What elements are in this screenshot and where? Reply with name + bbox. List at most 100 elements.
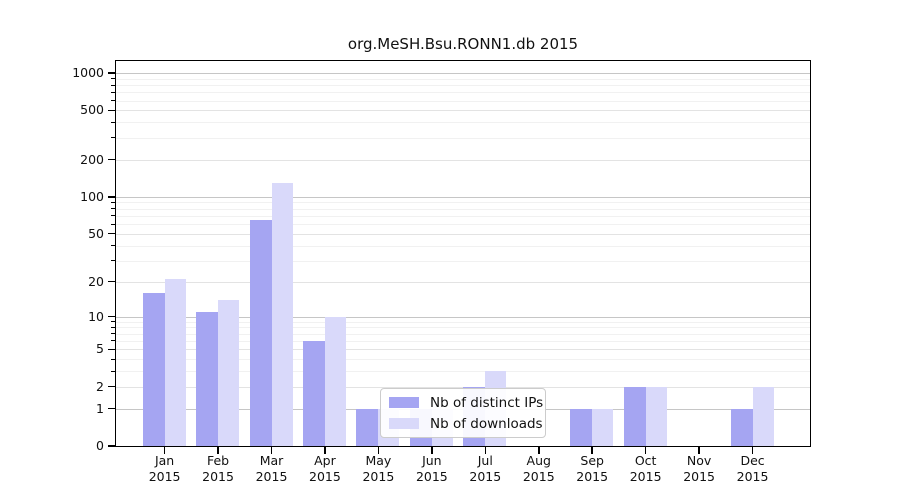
x-tick-label-apr: Apr 2015 — [293, 453, 357, 485]
y-minor-tick-mark — [111, 245, 115, 247]
bar-downloads-jan — [164, 279, 186, 446]
x-tick-label-nov: Nov 2015 — [667, 453, 731, 485]
gridline-500 — [115, 110, 811, 112]
gridline-100 — [115, 196, 811, 198]
y-minor-tick-mark — [111, 215, 115, 217]
y-minor-tick-mark — [111, 100, 115, 102]
x-tick-label-jun: Jun 2015 — [400, 453, 464, 485]
minor-gridline — [115, 137, 811, 139]
y-tick-mark — [108, 196, 115, 198]
x-tick-mark — [217, 447, 219, 454]
minor-gridline — [115, 122, 811, 124]
y-tick-label-2: 2 — [96, 378, 104, 394]
y-tick-label-200: 200 — [80, 151, 104, 167]
x-tick-mark — [270, 447, 273, 454]
bar-downloads-mar — [271, 182, 293, 446]
y-minor-tick-mark — [111, 321, 115, 323]
bar-distinct-ips-feb — [196, 311, 219, 446]
x-tick-year: 2015 — [522, 469, 555, 484]
x-tick-year: 2015 — [202, 469, 234, 484]
x-tick-mark — [644, 447, 647, 454]
x-tick-mark — [484, 447, 487, 454]
y-minor-tick-mark — [111, 208, 115, 210]
x-tick-label-oct: Oct 2015 — [614, 453, 678, 485]
y-tick-label-20: 20 — [88, 273, 104, 289]
x-tick-mark — [431, 447, 433, 454]
bar-distinct-ips-mar — [249, 219, 272, 446]
minor-gridline — [115, 215, 811, 217]
x-tick-label-jan: Jan 2015 — [133, 453, 197, 485]
x-tick-year: 2015 — [683, 469, 715, 484]
bar-downloads-oct — [645, 386, 667, 446]
y-minor-tick-mark — [111, 84, 115, 86]
gridline-50 — [115, 233, 811, 235]
x-tick-label-jul: Jul 2015 — [453, 453, 517, 485]
minor-gridline — [115, 333, 811, 335]
minor-gridline — [115, 340, 811, 342]
x-tick-year: 2015 — [576, 469, 609, 484]
y-minor-tick-mark — [111, 340, 115, 342]
x-tick-label-may: May 2015 — [346, 453, 410, 485]
y-tick-mark — [108, 232, 115, 235]
gridline-2 — [115, 386, 811, 388]
y-minor-tick-mark — [111, 358, 115, 360]
y-tick-mark — [108, 407, 115, 410]
legend: Nb of distinct IPs Nb of downloads — [380, 388, 546, 438]
y-minor-tick-mark — [111, 201, 115, 203]
minor-gridline — [115, 260, 811, 262]
y-minor-tick-mark — [111, 223, 115, 225]
gridline-20 — [115, 281, 811, 283]
minor-gridline — [115, 327, 811, 329]
minor-gridline — [115, 85, 811, 87]
minor-gridline — [115, 371, 811, 373]
minor-gridline — [115, 359, 811, 361]
x-tick-year: 2015 — [309, 469, 341, 484]
y-minor-tick-mark — [111, 370, 115, 372]
y-minor-tick-mark — [111, 91, 115, 93]
x-tick-year: 2015 — [255, 469, 288, 484]
y-tick-mark — [108, 445, 115, 447]
x-tick-year: 2015 — [415, 469, 448, 484]
x-tick-mark — [377, 447, 380, 454]
bar-downloads-sep — [592, 408, 614, 446]
y-tick-label-500: 500 — [80, 102, 104, 118]
x-tick-mark — [591, 447, 593, 454]
bar-distinct-ips-dec — [730, 408, 753, 446]
y-tick-label-1: 1 — [96, 400, 104, 416]
x-tick-year: 2015 — [362, 469, 395, 484]
x-tick-label-sep: Sep 2015 — [560, 453, 624, 485]
chart-title: org.MeSH.Bsu.RONN1.db 2015 — [347, 35, 579, 53]
y-tick-mark — [108, 72, 115, 74]
y-minor-tick-mark — [111, 333, 115, 335]
minor-gridline — [115, 202, 811, 204]
x-tick-mark — [163, 447, 166, 454]
downloads-label: Nb of downloads — [430, 415, 543, 432]
y-tick-label-50: 50 — [88, 225, 104, 241]
x-tick-year: 2015 — [629, 469, 662, 484]
x-tick-label-dec: Dec 2015 — [721, 453, 785, 485]
gridline-5 — [115, 349, 811, 351]
minor-gridline — [115, 224, 811, 226]
gridline-10 — [115, 316, 811, 318]
x-tick-mark — [751, 447, 754, 454]
bar-distinct-ips-sep — [570, 408, 593, 446]
bar-downloads-dec — [752, 386, 774, 446]
y-tick-mark — [108, 348, 115, 351]
y-minor-tick-mark — [111, 121, 115, 123]
bar-distinct-ips-oct — [623, 386, 646, 446]
bar-distinct-ips-jan — [142, 293, 165, 446]
legend-row-downloads: Nb of downloads — [389, 416, 543, 432]
distinct-ips-swatch — [389, 397, 419, 408]
x-tick-mark — [698, 447, 700, 454]
x-tick-year: 2015 — [736, 469, 769, 484]
minor-gridline — [115, 321, 811, 323]
y-tick-label-100: 100 — [80, 188, 104, 204]
y-tick-mark — [108, 315, 115, 318]
bar-downloads-feb — [218, 299, 240, 446]
x-tick-mark — [324, 447, 326, 454]
x-tick-label-mar: Mar 2015 — [240, 453, 304, 485]
y-tick-label-10: 10 — [88, 308, 104, 324]
x-tick-year: 2015 — [148, 469, 181, 484]
y-tick-label-0: 0 — [96, 438, 104, 453]
bar-downloads-apr — [324, 316, 346, 446]
